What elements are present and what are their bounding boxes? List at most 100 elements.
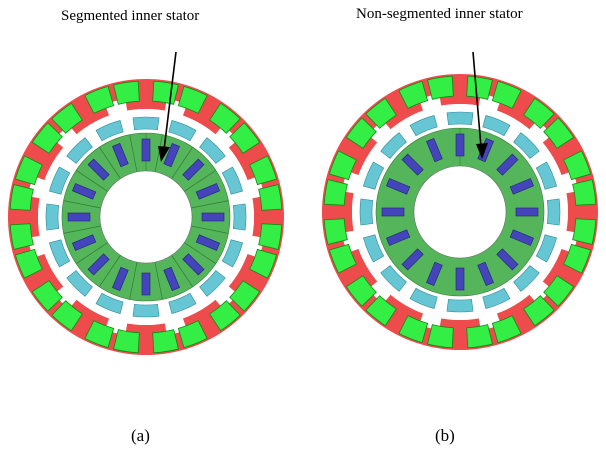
stator-coil — [84, 85, 115, 114]
stator-coil — [328, 150, 357, 181]
stator-coil — [152, 329, 179, 354]
inner-stator-segment-line — [184, 170, 217, 192]
arrow-b-head — [476, 143, 488, 159]
stator-slot-opening — [214, 125, 238, 149]
rotor-segment — [168, 292, 197, 314]
inner-stator-segment-line — [75, 242, 108, 264]
stator-coil — [328, 243, 357, 274]
rotor-segment — [199, 137, 226, 164]
stator-coil — [177, 320, 208, 349]
rotor-segment — [66, 137, 93, 164]
stator-coil — [209, 300, 241, 332]
stator-slot-opening — [214, 285, 238, 309]
rotor-segment — [380, 132, 407, 159]
rotor-segment — [535, 161, 557, 190]
inner-stator-segment-line — [191, 200, 229, 209]
stator-slot-opening — [368, 280, 392, 304]
rotor-segment — [380, 265, 407, 292]
stator-coil — [31, 280, 63, 312]
inner-stator-magnet — [195, 183, 220, 200]
stator-coil — [572, 179, 597, 206]
inner-stator-magnet — [87, 158, 110, 181]
arrow-a-line — [163, 51, 177, 151]
rotor-segment — [363, 161, 385, 190]
stator-coil — [572, 218, 597, 245]
inner-stator-magnet — [386, 229, 411, 246]
label-non-segmented-inner-stator: Non-segmented inner stator — [356, 6, 523, 22]
rotor-segment — [446, 298, 474, 313]
stator-coil — [51, 102, 83, 134]
inner-stator-segment-line — [171, 255, 193, 288]
stator-coil — [14, 155, 43, 186]
rotor-segment — [95, 120, 124, 142]
inner-stator-segment-line — [63, 225, 101, 234]
shaft-hole — [99, 170, 193, 264]
motor-a — [7, 79, 284, 356]
arrow-b-line — [472, 51, 482, 148]
inner-stator-magnet — [163, 143, 180, 168]
rotor-segment — [132, 116, 160, 131]
rotor-segment — [446, 111, 474, 126]
stator-slot-opening — [54, 125, 78, 149]
rotor-segment — [199, 270, 226, 297]
arrow-a-head — [158, 146, 170, 162]
rotor-segment — [221, 239, 243, 268]
inner-stator-segment-line — [184, 242, 217, 264]
inner-stator-segment-line — [154, 262, 163, 300]
stator-coil — [31, 122, 63, 154]
stator-coil — [466, 75, 493, 100]
inner-stator-magnet — [182, 158, 205, 181]
rotor-segment — [513, 132, 540, 159]
rotor-segment — [232, 203, 247, 231]
stator-coil — [229, 122, 261, 154]
rotor-segment — [95, 292, 124, 314]
stator-coil — [51, 300, 83, 332]
stator-slot-opening — [528, 120, 552, 144]
inner-stator-magnet — [386, 178, 411, 195]
stator-coil — [323, 218, 348, 245]
rotor-segment — [482, 287, 511, 309]
rotor-segment — [535, 234, 557, 263]
inner-stator-magnet — [72, 234, 97, 251]
stator-coil — [523, 295, 555, 327]
inner-stator-magnet — [401, 153, 424, 176]
inner-stator-magnet — [87, 253, 110, 276]
inner-stator-magnet — [426, 261, 443, 286]
stator-coil — [398, 80, 429, 109]
stator-coil — [229, 280, 261, 312]
caption-b: (b) — [435, 426, 455, 445]
inner-stator-magnet — [163, 266, 180, 291]
stator-slot-opening — [368, 120, 392, 144]
motor-b — [321, 74, 598, 350]
rotor-segment — [546, 198, 561, 226]
rotor-segment — [409, 287, 438, 309]
rotor-segment — [66, 270, 93, 297]
inner-stator-magnet — [509, 229, 534, 246]
caption-a: (a) — [131, 426, 150, 445]
inner-stator-magnet — [426, 138, 443, 163]
stator-coil — [563, 243, 592, 274]
stator-coil — [258, 223, 283, 250]
inner-stator-segment-line — [129, 262, 138, 300]
rotor-segment — [221, 166, 243, 195]
stator-coil — [249, 248, 278, 279]
inner-stator-segment-line — [63, 200, 101, 209]
inner-stator-segment-line — [75, 170, 108, 192]
inner-stator-magnet — [496, 248, 519, 271]
inner-stator-magnet — [67, 212, 91, 222]
rotor-segment — [168, 120, 197, 142]
rotor-segment — [45, 203, 60, 231]
shaft-hole — [413, 165, 507, 259]
stator-coil — [365, 295, 397, 327]
inner-stator-segment-line — [99, 255, 121, 288]
inner-stator-magnet — [477, 261, 494, 286]
stator-coil — [427, 75, 454, 100]
stator-coil — [9, 223, 34, 250]
inner-stator-magnet — [381, 207, 405, 217]
stator-coil — [491, 315, 522, 344]
stator-coil — [9, 184, 34, 211]
stator-coil — [113, 329, 140, 354]
stator-coil — [543, 275, 575, 307]
stator-coil — [249, 155, 278, 186]
